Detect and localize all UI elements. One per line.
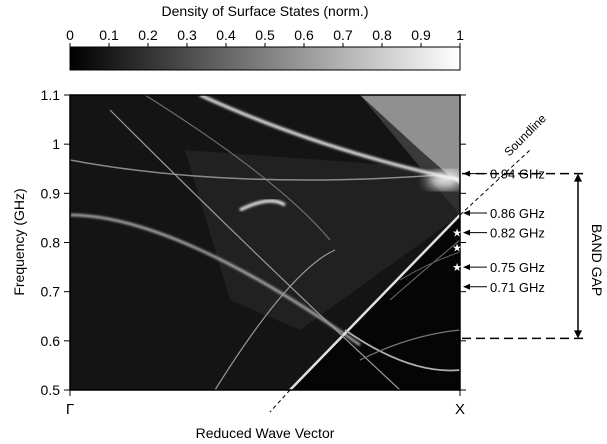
band-line	[144, 95, 331, 241]
y-axis-label: Frequency (GHz)	[11, 188, 27, 295]
band-line	[109, 109, 401, 390]
y-tick-label: 1.1	[41, 87, 61, 103]
band-line	[239, 199, 286, 212]
colorbar-tick-label: 0.6	[294, 27, 314, 43]
annotation-label: 0.82 GHz	[490, 226, 545, 241]
x-axis-ticks	[69, 390, 461, 396]
heatmap-upper-region-dark	[185, 150, 460, 330]
heatmap-bright-corner	[360, 95, 460, 185]
y-tick-label: 0.7	[41, 284, 61, 300]
colorbar-tick-label: 0.1	[99, 27, 119, 43]
resonance-star: ★	[452, 262, 462, 274]
frequency-annotations: 0.94 GHz 0.86 GHz 0.82 GHz 0.75 GHz 0.71 GHz…	[452, 167, 545, 295]
colorbar-tick-label: 1	[456, 27, 464, 43]
band-line	[359, 329, 460, 361]
y-tick-label: 0.6	[41, 333, 61, 349]
x-tick-label-gamma: Γ	[66, 401, 74, 418]
colorbar	[69, 46, 461, 71]
colorbar-tick-label: 0.7	[333, 27, 353, 43]
annotation-label: 0.71 GHz	[490, 280, 545, 295]
colorbar-tick-label: 0.4	[216, 27, 236, 43]
colorbar-tick-label: 0	[66, 27, 74, 43]
bright-spot	[427, 172, 460, 188]
band-line	[70, 214, 361, 346]
colorbar-title: Density of Surface States (norm.)	[162, 3, 369, 19]
y-tick-label: 0.9	[41, 185, 61, 201]
colorbar-tick-label: 0.8	[372, 27, 392, 43]
annotation-label: 0.75 GHz	[490, 260, 545, 275]
soundline-upper	[459, 149, 531, 216]
annotation-label: 0.94 GHz	[490, 167, 545, 182]
y-tick-label: 0.8	[41, 235, 61, 251]
resonance-star: ★	[452, 228, 462, 240]
colorbar-tick-label: 0.9	[411, 27, 431, 43]
annotation-arrowhead	[463, 229, 470, 236]
band-line	[70, 159, 441, 181]
y-tick-label: 1	[52, 136, 60, 152]
heatmap-plot-area	[70, 95, 460, 390]
band-line	[389, 239, 460, 301]
band-line	[199, 95, 460, 182]
annotation-arrowhead	[463, 264, 470, 271]
colorbar-tick-label: 0.2	[138, 27, 158, 43]
band-line	[214, 249, 336, 390]
band-gap-arrowhead-top	[574, 173, 582, 182]
resonance-star: ★	[452, 242, 462, 254]
band-gap-arrowhead-bottom	[574, 330, 582, 339]
band-gap-marker	[462, 172, 585, 340]
annotation-arrowhead	[463, 283, 470, 290]
soundline-lower	[269, 389, 291, 413]
x-axis-label: Reduced Wave Vector	[196, 425, 335, 441]
y-tick-label: 0.5	[41, 382, 61, 398]
soundline-label: Soundline	[501, 111, 549, 159]
colorbar-tick-label: 0.5	[255, 27, 275, 43]
colorbar-tick-label: 0.3	[177, 27, 197, 43]
band-line	[344, 329, 460, 372]
x-tick-label-x: X	[455, 401, 465, 418]
band-gap-label: BAND GAP	[589, 224, 605, 296]
band-line	[399, 251, 460, 281]
soundline-edge	[289, 214, 460, 390]
colorbar-tick-labels: 0 0.1 0.2 0.3 0.4 0.5 0.6 0.7 0.8 0.9 1	[66, 27, 464, 47]
annotation-arrowhead	[463, 210, 470, 216]
annotation-label: 0.86 GHz	[490, 206, 545, 221]
y-axis-ticks: 0.5 0.6 0.7 0.8 0.9 1 1.1	[41, 87, 466, 398]
